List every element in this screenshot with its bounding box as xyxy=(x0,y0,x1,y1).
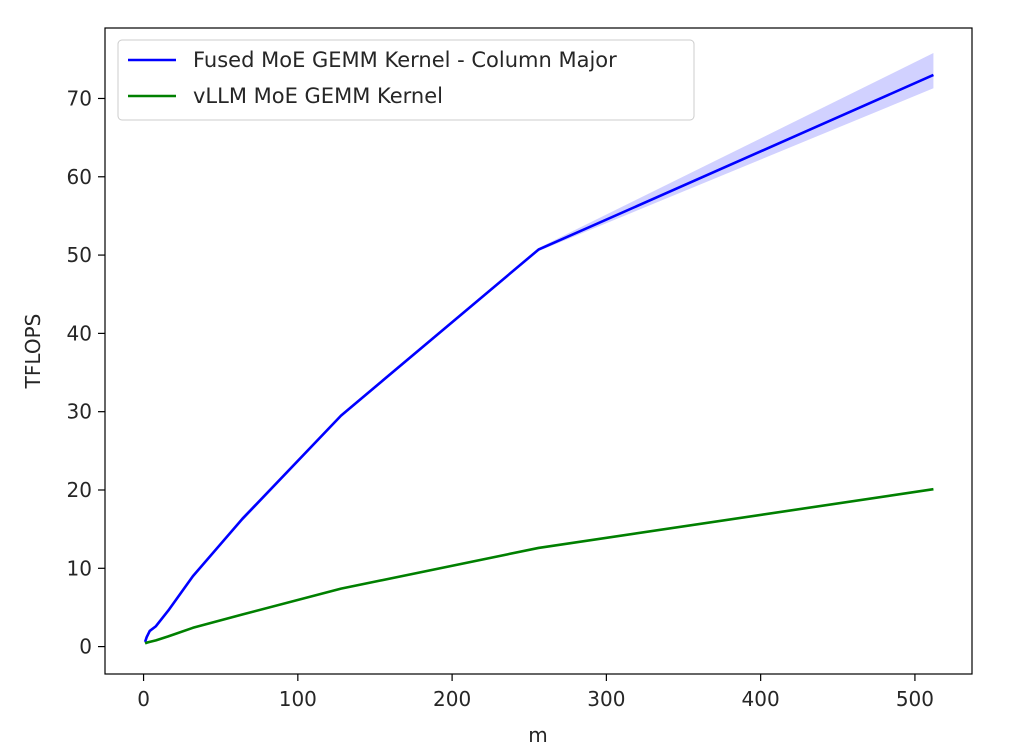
y-tick-label-60: 60 xyxy=(67,165,92,189)
confidence-bands xyxy=(145,53,934,642)
y-tick-label-0: 0 xyxy=(79,635,92,659)
x-tick-label-300: 300 xyxy=(587,687,625,711)
y-tick-label-40: 40 xyxy=(67,321,92,345)
legend-label-vllm: vLLM MoE GEMM Kernel xyxy=(193,84,443,108)
confidence-band-series-0 xyxy=(145,53,934,642)
series-line-0 xyxy=(143,73,934,643)
legend-box xyxy=(117,39,695,121)
x-axis-ticks: 0 100 200 300 400 500 xyxy=(137,674,934,711)
x-tick-label-0: 0 xyxy=(137,687,150,711)
y-axis-label: TFLOPS xyxy=(21,314,45,390)
y-axis-ticks: 0 10 20 30 40 50 60 70 xyxy=(67,86,105,659)
y-tick-label-20: 20 xyxy=(67,478,92,502)
y-tick-label-30: 30 xyxy=(67,400,92,424)
plot-frame xyxy=(104,27,973,675)
y-tick-label-50: 50 xyxy=(67,243,92,267)
x-tick-label-400: 400 xyxy=(742,687,780,711)
legend-label-fused: Fused MoE GEMM Kernel - Column Major xyxy=(193,48,617,72)
legend: Fused MoE GEMM Kernel - Column Major vLL… xyxy=(117,39,695,121)
y-tick-label-10: 10 xyxy=(67,556,92,580)
x-tick-label-500: 500 xyxy=(896,687,934,711)
series-line-1 xyxy=(144,487,934,645)
x-tick-label-100: 100 xyxy=(279,687,317,711)
y-tick-label-70: 70 xyxy=(67,86,92,110)
x-axis-label: m xyxy=(528,723,547,747)
plot-area-background xyxy=(105,28,972,674)
x-tick-label-200: 200 xyxy=(433,687,471,711)
series-lines xyxy=(143,73,934,645)
